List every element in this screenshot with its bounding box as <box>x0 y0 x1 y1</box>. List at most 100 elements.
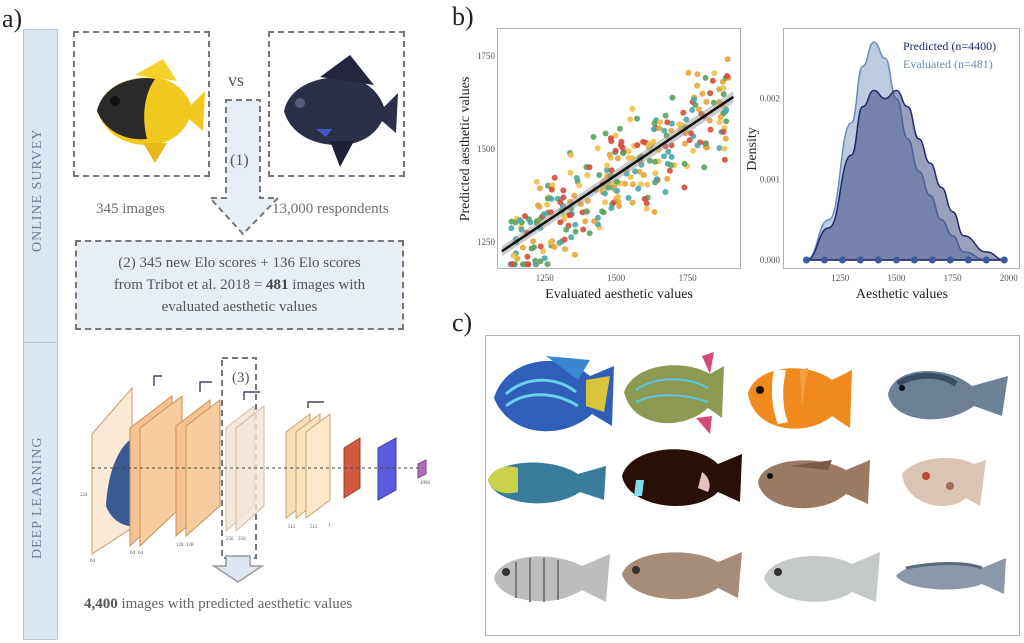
cnn-architecture-diagram: 224 64 64 64 128 128 256 256 512 512 1 4… <box>80 357 431 583</box>
step3-label: (3) <box>232 370 250 386</box>
scatter-point <box>596 172 603 178</box>
scatter-point <box>548 195 555 202</box>
scatter-point <box>640 172 647 178</box>
elo-line-2: from Tribot et al. 2018 = 481 images wit… <box>113 277 366 293</box>
bronze-fish-image <box>622 552 742 600</box>
density-chart: 1250 1500 1750 2000 0.000 0.001 0.002 Aesthetic… <box>745 39 1019 302</box>
scatter-point <box>692 101 699 108</box>
scatter-point <box>667 162 674 169</box>
grouper-image <box>758 460 870 509</box>
scatter-point <box>707 126 714 133</box>
cnn-label-64a: 64 <box>90 559 96 564</box>
scatter-point <box>661 153 667 160</box>
scatter-point <box>625 154 632 161</box>
scatter-point <box>537 243 544 250</box>
density-rug-point <box>964 256 972 264</box>
scatter-x-tick: 1750 <box>679 273 698 283</box>
scatter-point <box>651 209 658 215</box>
scatter-point <box>681 160 688 167</box>
scatter-point <box>545 182 551 189</box>
scatter-x-tick: 1250 <box>536 273 555 283</box>
scatter-point <box>668 120 675 127</box>
density-rug-point <box>1000 256 1008 264</box>
scatter-point <box>665 148 672 155</box>
scatter-point <box>703 140 710 147</box>
scatter-point <box>724 73 731 79</box>
scatter-y-tick: 1750 <box>477 51 496 61</box>
scatter-point <box>572 221 579 228</box>
scatter-point <box>573 175 580 181</box>
density-rug-point <box>982 256 990 264</box>
scatter-point <box>690 147 697 154</box>
scatter-point <box>635 185 642 192</box>
scatter-point <box>557 199 564 206</box>
scatter-point <box>625 194 632 201</box>
scatter-point <box>721 156 728 163</box>
density-y-tick: 0.000 <box>760 255 781 265</box>
scatter-point <box>656 125 663 132</box>
scatter-point <box>707 90 714 97</box>
cnn-label-4096: 4096 <box>420 481 431 486</box>
scatter-point <box>518 226 525 233</box>
scatter-point <box>582 218 589 225</box>
scatter-point <box>519 244 526 251</box>
scatter-point <box>563 226 570 233</box>
scatter-point <box>540 248 547 255</box>
scatter-point <box>629 199 636 206</box>
scatter-point <box>694 71 701 78</box>
density-x-tick: 1750 <box>944 273 963 283</box>
scatter-point <box>646 157 653 164</box>
density-evaluated-area <box>806 41 1005 261</box>
scatter-point <box>524 261 531 268</box>
density-predicted-area <box>806 89 1005 261</box>
scatter-point <box>561 236 568 243</box>
scatter-point <box>556 239 563 246</box>
density-rug-point <box>892 256 900 264</box>
density-rug-point <box>946 256 954 264</box>
step3-arrow <box>211 555 265 583</box>
scatter-point <box>622 180 629 187</box>
scatter-point <box>650 138 657 145</box>
density-rug-point <box>910 256 918 264</box>
scatter-frame <box>497 28 741 269</box>
scatter-point <box>620 150 627 157</box>
scatter-point <box>634 115 640 122</box>
cnn-label-64b: 64 <box>130 551 136 556</box>
scatter-point <box>720 128 727 135</box>
scatter-point <box>576 182 583 189</box>
scatter-point <box>662 112 669 119</box>
scatter-point <box>606 151 613 158</box>
scatter-point <box>544 201 551 208</box>
fish-image-box-left <box>73 31 210 177</box>
scatter-point <box>548 186 555 193</box>
scatter-point <box>632 168 639 175</box>
scatter-point <box>676 121 683 128</box>
elo-line-1: (2) 345 new Elo scores + 136 Elo scores <box>118 255 361 271</box>
scatter-point <box>612 132 619 139</box>
density-rug-point <box>838 256 846 264</box>
elo-line-3: evaluated aesthetic values <box>161 299 318 315</box>
scatter-point <box>625 148 632 155</box>
scatter-point <box>604 162 611 169</box>
scatter-point <box>651 120 658 127</box>
fish-image-box-right <box>268 31 405 177</box>
scatter-point <box>562 246 568 253</box>
scatter-point <box>520 261 526 268</box>
scatter-point <box>568 234 575 241</box>
density-y-tick: 0.001 <box>760 174 780 184</box>
scatter-point <box>720 85 727 92</box>
scatter-point <box>572 228 579 235</box>
density-x-tick: 2000 <box>1000 273 1019 283</box>
scatter-point <box>722 135 729 142</box>
scatter-point <box>694 82 701 89</box>
scatter-point <box>541 255 548 262</box>
black-fish-image <box>622 449 742 506</box>
silver-seabream-image <box>764 552 880 602</box>
scatter-point <box>547 239 554 246</box>
scatter-point <box>560 194 567 201</box>
vs-label: vs <box>228 70 245 90</box>
legend-predicted: Predicted (n=4400) <box>903 39 996 53</box>
deep-learning-label: DEEP LEARNING <box>30 436 45 560</box>
scatter-point <box>643 205 650 212</box>
scatter-point <box>716 145 723 152</box>
